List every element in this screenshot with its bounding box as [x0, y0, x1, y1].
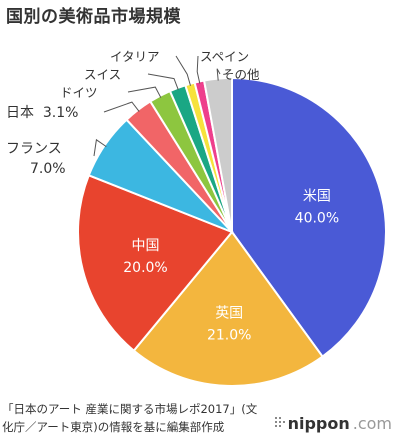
slice-label-2: 中国 [132, 238, 160, 254]
slice-label-8: スペイン [200, 49, 249, 64]
slice-label-4: 日本 3.1% [6, 105, 78, 121]
brand-main: nippon [287, 414, 350, 433]
slice-2 [77, 174, 234, 353]
slice-label-9: その他 [222, 67, 260, 82]
source-line-2: 化庁／アート東京)の情報を基に編集部作成 [2, 420, 225, 434]
source-note: 「日本のアート 産業に関する市場レポ2017」(文 化庁／アート東京)の情報を基… [2, 400, 302, 436]
leader-lines [93, 55, 221, 157]
slice-1 [132, 230, 324, 387]
slice-label-7: イタリア [110, 49, 160, 64]
leader-line-5 [127, 86, 162, 98]
slice-label-0: 米国 [303, 188, 331, 204]
slice-label-1: 英国 [215, 304, 243, 321]
leader-line-6 [147, 73, 179, 90]
slice-value-3: 7.0% [30, 161, 66, 177]
nippon-logo-icon [274, 416, 285, 427]
leader-line-3 [93, 138, 107, 157]
leader-line-9 [216, 68, 221, 81]
brand-suffix: .com [352, 414, 392, 433]
chart-title: 国別の美術品市場規模 [6, 7, 181, 27]
nippon-com-logo: nippon .com [274, 414, 392, 433]
slice-value-1: 21.0% [207, 327, 251, 343]
pie-slices [77, 76, 387, 387]
slice-value-0: 40.0% [295, 210, 339, 226]
slice-value-2: 20.0% [123, 260, 167, 276]
leader-line-4 [103, 101, 140, 113]
pie-chart: 米国 40.0% 英国 21.0% 中国 20.0% フランス 7.0% 日本 3.1% ドイツ ス… [6, 49, 387, 387]
leader-line-8 [196, 55, 201, 84]
slice-label-5: ドイツ [60, 85, 98, 100]
slice-label-6: スイス [84, 67, 121, 82]
leader-line-7 [175, 55, 191, 86]
slice-labels: 米国 40.0% 英国 21.0% 中国 20.0% フランス 7.0% 日本 3.1% ドイツ ス… [6, 49, 339, 343]
slice-label-3: フランス [6, 141, 62, 157]
source-line-1: 「日本のアート 産業に関する市場レポ2017」(文 [2, 402, 258, 416]
slice-0 [231, 76, 387, 358]
